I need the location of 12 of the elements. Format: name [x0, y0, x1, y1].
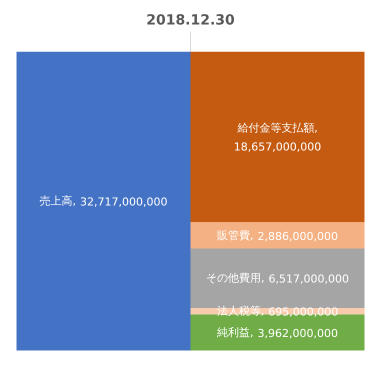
- chart-title: 2018.12.30: [146, 12, 236, 28]
- series-label: 売上高,: [40, 194, 76, 208]
- series-label: その他費用,: [206, 272, 265, 285]
- data-label: 6,517,000,000: [268, 272, 349, 286]
- series-label: 純利益,: [217, 326, 254, 339]
- series-label: 販管費,: [217, 228, 254, 242]
- data-label: 18,657,000,000: [234, 140, 322, 154]
- data-label: 3,962,000,000: [258, 326, 338, 340]
- series-label: 給付金等支払額,: [236, 121, 318, 134]
- series-label: 法人税等,: [216, 304, 264, 318]
- data-label: 2,886,000,000: [258, 230, 338, 243]
- data-label: 32,717,000,000: [80, 196, 168, 209]
